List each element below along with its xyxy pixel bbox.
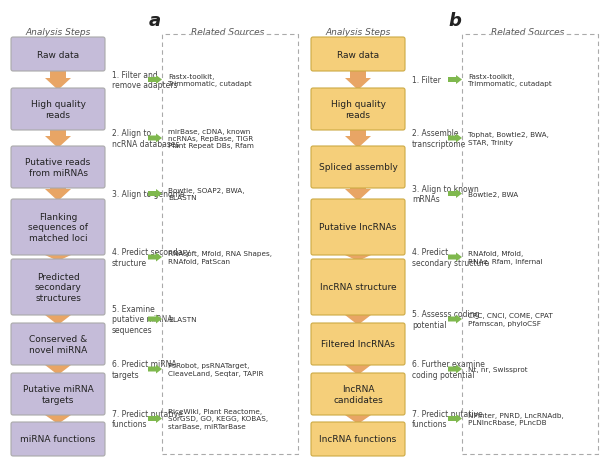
FancyBboxPatch shape xyxy=(311,89,405,131)
Text: lncRNA structure: lncRNA structure xyxy=(320,283,397,292)
Polygon shape xyxy=(45,70,71,91)
Text: Spliced assembly: Spliced assembly xyxy=(319,163,397,172)
Polygon shape xyxy=(345,129,371,149)
Polygon shape xyxy=(148,414,162,423)
Polygon shape xyxy=(45,363,71,375)
Text: Analysis Steps: Analysis Steps xyxy=(25,28,91,37)
Text: 3. Align to genome: 3. Align to genome xyxy=(112,190,185,199)
Text: 4. Predict
secondary structure: 4. Predict secondary structure xyxy=(412,247,489,267)
Polygon shape xyxy=(448,253,462,262)
FancyBboxPatch shape xyxy=(11,147,105,189)
Polygon shape xyxy=(345,313,371,325)
Text: Tophat, Bowtie2, BWA,
STAR, Trinity: Tophat, Bowtie2, BWA, STAR, Trinity xyxy=(468,132,549,146)
Text: lncRNA functions: lncRNA functions xyxy=(319,435,397,443)
Polygon shape xyxy=(345,70,371,91)
FancyBboxPatch shape xyxy=(311,373,405,415)
Text: Filtered lncRNAs: Filtered lncRNAs xyxy=(321,340,395,349)
FancyBboxPatch shape xyxy=(11,259,105,315)
Text: 1. Filter and
remove adapters: 1. Filter and remove adapters xyxy=(112,71,178,90)
Text: Putative miRNA
targets: Putative miRNA targets xyxy=(23,384,94,404)
Polygon shape xyxy=(448,365,462,374)
Polygon shape xyxy=(345,253,371,262)
Text: NPInter, PNRD, LncRNAdb,
PLNlncRbase, PLncDB: NPInter, PNRD, LncRNAdb, PLNlncRbase, PL… xyxy=(468,412,564,425)
Text: Fastx-toolkit,
Trimmomatic, cutadapt: Fastx-toolkit, Trimmomatic, cutadapt xyxy=(468,74,552,87)
Polygon shape xyxy=(448,315,462,324)
FancyBboxPatch shape xyxy=(11,89,105,131)
Polygon shape xyxy=(148,134,162,143)
Text: Putative reads
from miRNAs: Putative reads from miRNAs xyxy=(25,158,91,178)
Text: PsRobot, psRNATarget,
CleaveLand, Seqtar, TAPIR: PsRobot, psRNATarget, CleaveLand, Seqtar… xyxy=(168,363,263,376)
Polygon shape xyxy=(45,313,71,325)
Text: a: a xyxy=(149,12,161,30)
Polygon shape xyxy=(448,414,462,423)
FancyBboxPatch shape xyxy=(11,422,105,456)
Text: Related Sources: Related Sources xyxy=(191,28,265,37)
Text: 2. Assemble
transcriptome: 2. Assemble transcriptome xyxy=(412,129,466,149)
FancyBboxPatch shape xyxy=(311,38,405,72)
Polygon shape xyxy=(148,253,162,262)
Text: Putative lncRNAs: Putative lncRNAs xyxy=(319,223,397,232)
Polygon shape xyxy=(345,363,371,375)
Text: Related Sources: Related Sources xyxy=(491,28,565,37)
Polygon shape xyxy=(45,187,71,202)
Text: Nt, nr, Swissprot: Nt, nr, Swissprot xyxy=(468,366,527,372)
Text: RiceWiki, Plant Reactome,
SorGSD, GO, KEGG, KOBAS,
starBase, miRTarBase: RiceWiki, Plant Reactome, SorGSD, GO, KE… xyxy=(168,409,268,429)
Text: Predicted
secondary
structures: Predicted secondary structures xyxy=(35,272,82,302)
Text: lncRNA
candidates: lncRNA candidates xyxy=(333,384,383,404)
Text: RNAsoft, Mfold, RNA Shapes,
RNAfold, PatScan: RNAsoft, Mfold, RNA Shapes, RNAfold, Pat… xyxy=(168,251,272,264)
Text: 6. Further examine
coding potential: 6. Further examine coding potential xyxy=(412,359,485,379)
Text: 3. Align to known
mRNAs: 3. Align to known mRNAs xyxy=(412,184,479,204)
Text: 4. Predict secondary
structure: 4. Predict secondary structure xyxy=(112,247,190,267)
Polygon shape xyxy=(448,76,462,85)
FancyBboxPatch shape xyxy=(311,422,405,456)
Text: 5. Assesss coding
potential: 5. Assesss coding potential xyxy=(412,309,479,329)
Polygon shape xyxy=(45,253,71,262)
Polygon shape xyxy=(148,76,162,85)
Polygon shape xyxy=(148,365,162,374)
Text: Raw data: Raw data xyxy=(337,50,379,59)
Text: Analysis Steps: Analysis Steps xyxy=(325,28,391,37)
FancyBboxPatch shape xyxy=(11,373,105,415)
FancyBboxPatch shape xyxy=(11,323,105,365)
Text: Conserved &
novel miRNA: Conserved & novel miRNA xyxy=(29,335,87,354)
Text: BLASTN: BLASTN xyxy=(168,316,197,322)
Text: Bowtie2, BWA: Bowtie2, BWA xyxy=(468,191,518,197)
Text: 6. Predict miRNA
targets: 6. Predict miRNA targets xyxy=(112,359,176,379)
Text: Fastx-toolkit,
Trimmomatic, cutadapt: Fastx-toolkit, Trimmomatic, cutadapt xyxy=(168,74,252,87)
Text: 2. Align to
ncRNA databases: 2. Align to ncRNA databases xyxy=(112,129,179,149)
Text: 1. Filter: 1. Filter xyxy=(412,76,441,85)
Text: b: b xyxy=(449,12,461,30)
FancyBboxPatch shape xyxy=(11,200,105,256)
Text: miRNA functions: miRNA functions xyxy=(20,435,95,443)
Polygon shape xyxy=(345,187,371,202)
FancyBboxPatch shape xyxy=(311,323,405,365)
Text: High quality
reads: High quality reads xyxy=(331,100,386,120)
FancyBboxPatch shape xyxy=(311,147,405,189)
Text: mirBase, cDNA, known
ncRNAs, RepBase, TIGR
Plant Repeat DBs, Rfam: mirBase, cDNA, known ncRNAs, RepBase, TI… xyxy=(168,129,254,149)
Polygon shape xyxy=(448,190,462,199)
Text: Flanking
sequences of
matched loci: Flanking sequences of matched loci xyxy=(28,212,88,243)
Polygon shape xyxy=(448,134,462,143)
Polygon shape xyxy=(148,190,162,199)
FancyBboxPatch shape xyxy=(311,259,405,315)
Polygon shape xyxy=(45,413,71,424)
Text: CPC, CNCI, COME, CPAT
Pfamscan, phyloCSF: CPC, CNCI, COME, CPAT Pfamscan, phyloCSF xyxy=(468,313,553,326)
Text: RNAfold, Mfold,
RNAz, Rfam, Infernal: RNAfold, Mfold, RNAz, Rfam, Infernal xyxy=(468,251,542,264)
Polygon shape xyxy=(345,413,371,424)
Polygon shape xyxy=(45,129,71,149)
Text: Raw data: Raw data xyxy=(37,50,79,59)
Text: 7. Predict putative
functions: 7. Predict putative functions xyxy=(412,409,483,428)
FancyBboxPatch shape xyxy=(311,200,405,256)
Text: High quality
reads: High quality reads xyxy=(31,100,86,120)
Polygon shape xyxy=(148,315,162,324)
Text: Bowtie, SOAP2, BWA,
BLASTN: Bowtie, SOAP2, BWA, BLASTN xyxy=(168,187,245,201)
FancyBboxPatch shape xyxy=(11,38,105,72)
Text: 7. Predict putative
functions: 7. Predict putative functions xyxy=(112,409,183,428)
Text: 5. Examine
putative miRNA
sequences: 5. Examine putative miRNA sequences xyxy=(112,304,173,335)
